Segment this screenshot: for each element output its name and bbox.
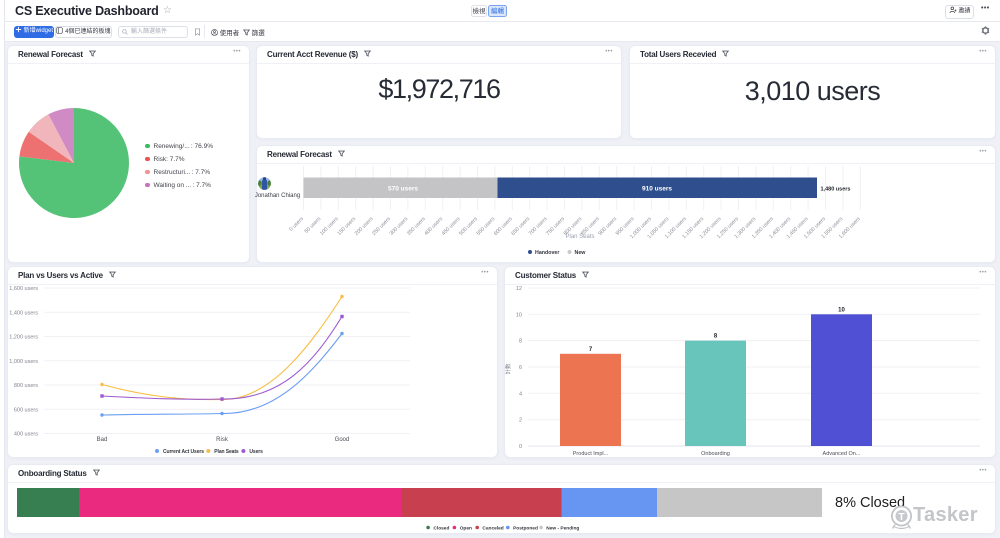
svg-text:6: 6	[519, 365, 522, 371]
svg-text:1,200 users: 1,200 users	[9, 335, 38, 341]
svg-text:Onboarding: Onboarding	[701, 451, 730, 457]
svg-text:Handover: Handover	[535, 250, 559, 256]
svg-text:1,000 users: 1,000 users	[9, 359, 38, 365]
svg-text:Plan Seats: Plan Seats	[214, 449, 239, 455]
svg-text:Jonathan Chiang: Jonathan Chiang	[255, 193, 300, 199]
svg-text:0 users: 0 users	[288, 216, 305, 233]
svg-text:8: 8	[519, 339, 522, 345]
svg-text:8: 8	[714, 334, 718, 340]
svg-text:New: New	[575, 250, 587, 256]
svg-text:Canceled: Canceled	[482, 525, 503, 531]
svg-text:10: 10	[838, 307, 845, 313]
svg-text:4: 4	[519, 391, 522, 397]
svg-text:Open: Open	[460, 525, 472, 531]
svg-text:Risk: Risk	[216, 437, 229, 443]
svg-text:1,600 users: 1,600 users	[9, 286, 38, 292]
svg-text:Product Impl...: Product Impl...	[573, 451, 609, 457]
svg-text:7: 7	[589, 347, 593, 353]
svg-text:1,400 users: 1,400 users	[9, 310, 38, 316]
svg-text:Postponed: Postponed	[513, 525, 538, 531]
svg-text:570 users: 570 users	[388, 186, 418, 193]
svg-text:800 users: 800 users	[14, 383, 38, 389]
svg-text:New - Pending: New - Pending	[546, 525, 579, 531]
svg-text:12: 12	[516, 286, 522, 292]
svg-text:Advanced On...: Advanced On...	[823, 451, 861, 457]
svg-text:計數: 計數	[504, 363, 512, 375]
svg-text:0: 0	[519, 444, 522, 450]
svg-text:Plan Seats: Plan Seats	[565, 234, 594, 240]
svg-text:400 users: 400 users	[14, 432, 38, 438]
svg-text:Closed: Closed	[433, 525, 449, 531]
svg-text:2: 2	[519, 418, 522, 424]
svg-text:1,480 users: 1,480 users	[821, 186, 851, 192]
svg-text:600 users: 600 users	[14, 407, 38, 413]
svg-text:10: 10	[516, 312, 522, 318]
svg-text:910 users: 910 users	[642, 186, 672, 193]
svg-text:T: T	[898, 511, 905, 523]
svg-text:Bad: Bad	[97, 437, 108, 443]
svg-text:Current Act Users: Current Act Users	[163, 449, 204, 455]
svg-text:Users: Users	[249, 449, 263, 455]
svg-text:Good: Good	[335, 437, 350, 443]
